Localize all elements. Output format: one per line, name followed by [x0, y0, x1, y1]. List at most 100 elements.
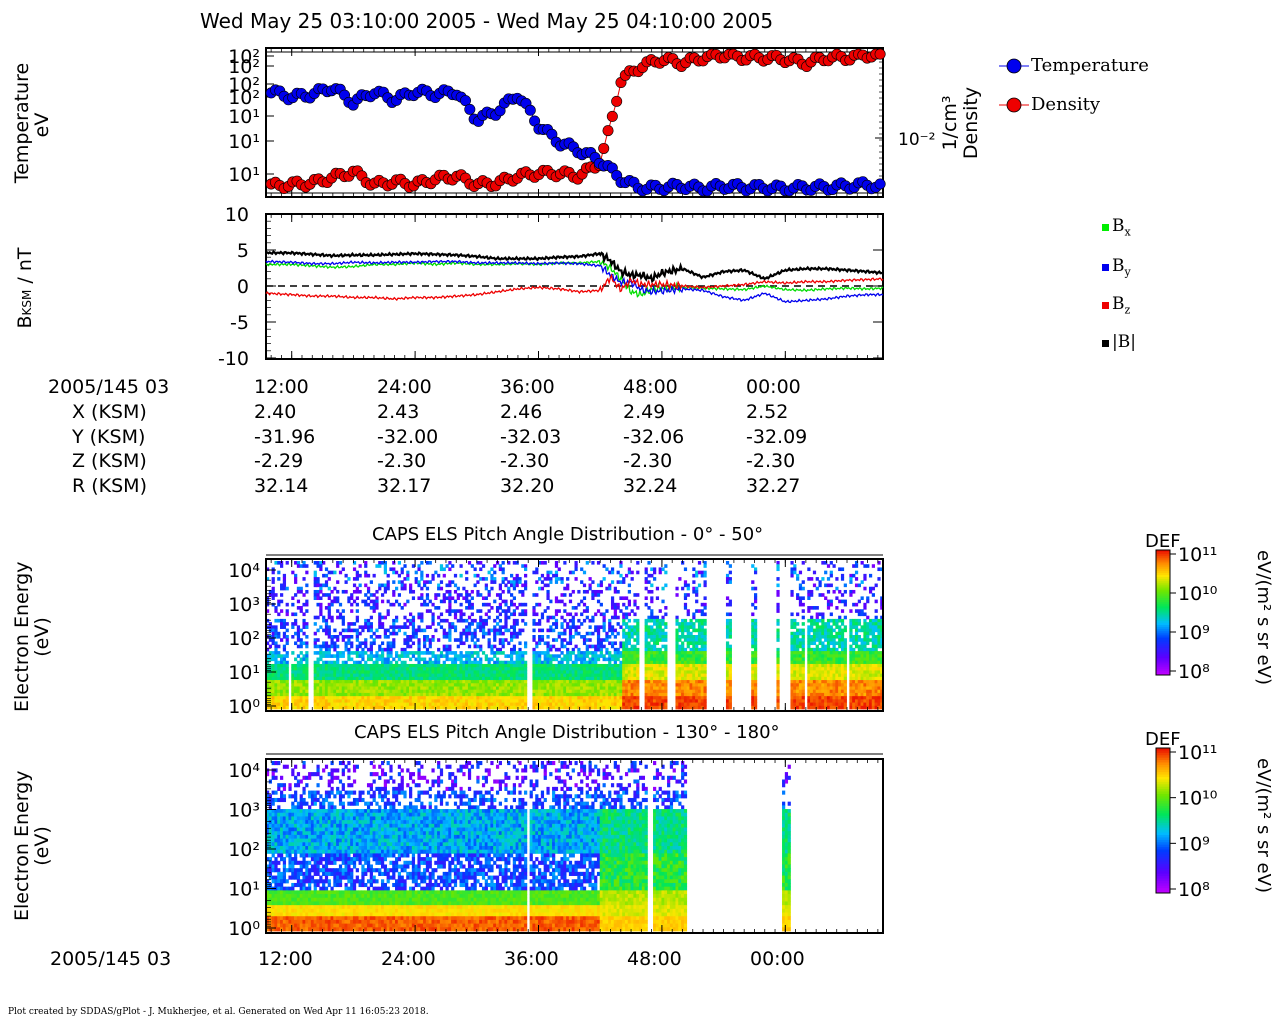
spectro-cell [664, 686, 668, 691]
spectro-cell [467, 628, 472, 633]
density-point [606, 110, 618, 122]
spectro-cell [344, 660, 348, 665]
spectro-cell [510, 612, 514, 617]
spectro-cell [790, 663, 794, 668]
spectro-cell [456, 683, 460, 687]
spectro-cell [493, 673, 497, 678]
spectro-cell [439, 673, 444, 678]
spectro-cell [282, 686, 287, 691]
spectro-cell [627, 618, 631, 623]
spectro-cell [341, 683, 345, 687]
spectro-cell [495, 606, 500, 610]
spectro-cell [291, 705, 295, 710]
spectro-cell [563, 593, 567, 597]
spectro-cell [753, 635, 758, 639]
spectro-cell [271, 628, 275, 633]
spectro-cell [507, 673, 511, 678]
spectro-cell [627, 647, 631, 652]
spectro-cell [417, 567, 421, 572]
spectro-cell [613, 609, 617, 613]
spectro-cell [697, 651, 702, 655]
spectro-cell [305, 635, 309, 639]
spectro-cell [596, 589, 601, 594]
spectro-cell [296, 625, 301, 629]
spectro-cell [268, 654, 272, 658]
spectro-cell [538, 702, 542, 707]
spectro-cell [383, 676, 387, 681]
spectro-cell [344, 628, 348, 633]
spectro-cell [431, 680, 435, 684]
spectro-cell [594, 644, 598, 649]
spectro-cell [605, 673, 609, 678]
spectro-cell [473, 583, 477, 588]
spectro-cell [571, 673, 575, 678]
spectro-cell [658, 663, 662, 668]
spectro-cell [364, 641, 368, 646]
spectro-cell [512, 628, 516, 633]
spectro-cell [442, 631, 446, 636]
spectro-cell [524, 663, 528, 668]
spectro-cell [568, 680, 573, 684]
spectro-cell [790, 654, 794, 658]
spectro-cell [361, 654, 365, 658]
spectro-cell [350, 699, 354, 703]
spectro-cell [703, 647, 707, 652]
spectro-cell [459, 612, 463, 617]
spectro-cell [319, 683, 323, 687]
spectro-cell [481, 596, 486, 601]
spectro-cell [305, 589, 309, 594]
spectro-cell [633, 599, 637, 604]
spectro-cell [383, 699, 387, 703]
spectro-cell [681, 676, 685, 681]
spectro-cell [596, 599, 601, 604]
spectro-cell [585, 651, 589, 655]
spectro-cell [543, 641, 547, 646]
spectro-cell [375, 635, 379, 639]
spectro-cell [566, 702, 570, 707]
spectro-cell [507, 660, 511, 665]
spectro-cell [397, 673, 402, 678]
spectro-cell [703, 570, 707, 575]
spectro-cell [515, 654, 519, 658]
spectro-cell [386, 628, 390, 633]
spectro-cell [302, 686, 306, 691]
spectro-cell [319, 689, 323, 694]
spectro-cell [437, 583, 441, 588]
spectro-cell [624, 673, 629, 678]
spectro-cell [689, 625, 693, 629]
spectro-cell [299, 638, 303, 642]
spectro-cell [700, 644, 704, 649]
spectro-cell [400, 663, 404, 668]
spectro-cell [504, 705, 508, 710]
spectro-cell [414, 667, 418, 671]
spectro-cell [700, 692, 704, 697]
spectro-cell [644, 654, 648, 658]
spectro-cell [644, 699, 648, 703]
spectro-cell [619, 702, 623, 707]
spectro-cell [681, 654, 685, 658]
spectro-cell [585, 561, 589, 565]
spectro-cell [350, 622, 354, 626]
spectro-cell [580, 692, 584, 697]
spectro-cell [285, 660, 289, 665]
spectro-cell [540, 673, 545, 678]
spectro-cell [577, 647, 581, 652]
spectro-cell [406, 618, 410, 623]
spectro-cell [344, 641, 348, 646]
spectro-cell [479, 683, 483, 687]
spectro-cell [563, 644, 567, 649]
ephem-cell: 36:00 [500, 376, 555, 398]
spectro-cell [364, 583, 368, 588]
spectro-cell [425, 651, 430, 655]
spectro-cell [406, 573, 410, 578]
spectro-cell [327, 692, 331, 697]
spectro-cell [305, 696, 309, 700]
spectro-cell [566, 586, 570, 591]
spectro-cell [456, 673, 460, 678]
spectro-cell [776, 583, 780, 588]
spectro-cell [518, 673, 522, 678]
spectro-cell [588, 683, 592, 687]
spectro-cell [299, 692, 303, 697]
spectro-cell [462, 641, 466, 646]
spectro-cell [678, 686, 682, 691]
